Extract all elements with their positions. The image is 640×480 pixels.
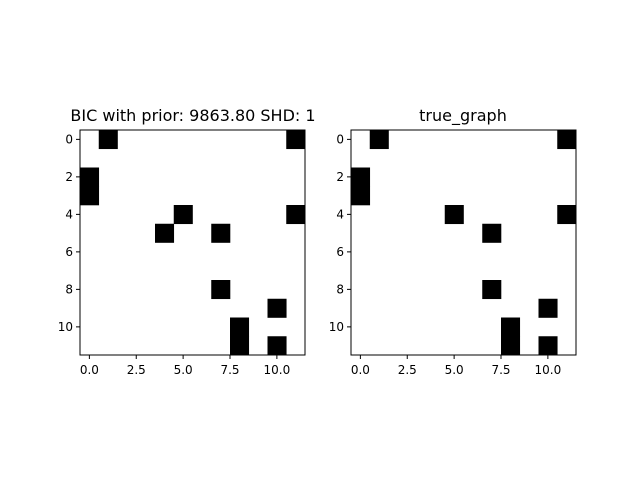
plot-right-x-tick-label: 7.5 <box>491 363 510 377</box>
plot-left-x-tick-label: 10.0 <box>264 363 291 377</box>
plot-right-x-tick-label: 0.0 <box>351 363 370 377</box>
plot-right-cell-8-7 <box>482 280 501 299</box>
plot-right-y-tick-label: 8 <box>336 282 344 296</box>
plot-right-x-tick-label: 5.0 <box>445 363 464 377</box>
plot-right-y-tick-label: 0 <box>336 132 344 146</box>
plot-left-cell-0-1 <box>99 130 118 149</box>
plot-left-x-tick-label: 2.5 <box>127 363 146 377</box>
plot-right-y-tick-label: 2 <box>336 170 344 184</box>
plot-left-y-tick-label: 4 <box>65 207 73 221</box>
plot-right-background <box>351 130 576 355</box>
plot-left-cell-2-0 <box>80 168 99 187</box>
plot-left-cell-10-8 <box>230 318 249 337</box>
plot-left-cell-5-7 <box>211 224 230 243</box>
plot-right-y-tick-label: 10 <box>329 320 344 334</box>
plot-right-y-axis: 0 2 4 6 8 10 <box>329 132 351 334</box>
plot-left-cell-11-8 <box>230 336 249 355</box>
plot-left-cell-0-11 <box>286 130 305 149</box>
plot-right-cell-9-10 <box>539 299 558 318</box>
plot-right-cell-3-0 <box>351 186 370 205</box>
plot-left-x-axis: 0.0 2.5 5.0 7.5 10.0 <box>80 355 290 377</box>
plot-left-cell-9-10 <box>268 299 287 318</box>
plot-right-cell-5-7 <box>482 224 501 243</box>
plot-left-cells <box>80 130 305 355</box>
plot-right-cell-11-10 <box>539 336 558 355</box>
plot-right-cell-0-1 <box>370 130 389 149</box>
plot-left-y-tick-label: 8 <box>65 282 73 296</box>
plot-left-title: BIC with prior: 9863.80 SHD: 1 <box>70 106 315 125</box>
plot-right-cells <box>351 130 576 355</box>
plot-left-x-tick-label: 0.0 <box>80 363 99 377</box>
plot-right-title: true_graph <box>419 106 507 126</box>
plot-left-cell-3-0 <box>80 186 99 205</box>
plot-left-y-tick-label: 0 <box>65 132 73 146</box>
plot-right-y-tick-label: 4 <box>336 207 344 221</box>
plot-right-x-axis: 0.0 2.5 5.0 7.5 10.0 <box>351 355 561 377</box>
plot-right-cell-4-5 <box>445 205 464 224</box>
plot-left-cell-11-10 <box>268 336 287 355</box>
plot-right: true_graph 0.0 2.5 5.0 7.5 10.0 0 2 4 6 8 10 <box>329 106 577 377</box>
plot-left-cell-4-5 <box>174 205 193 224</box>
plot-left-y-tick-label: 2 <box>65 170 73 184</box>
plot-right-cell-4-11 <box>557 205 576 224</box>
plot-right-cell-2-0 <box>351 168 370 187</box>
plot-left-y-tick-label: 6 <box>65 245 73 259</box>
plot-right-cell-0-11 <box>557 130 576 149</box>
plot-left-x-tick-label: 5.0 <box>174 363 193 377</box>
plot-left-y-tick-label: 10 <box>58 320 73 334</box>
plot-left-y-axis: 0 2 4 6 8 10 <box>58 132 80 334</box>
plot-left-background <box>80 130 305 355</box>
plot-left: BIC with prior: 9863.80 SHD: 1 0.0 2.5 5.0… <box>58 106 316 377</box>
plot-left-cell-8-7 <box>211 280 230 299</box>
plot-right-cell-10-8 <box>501 318 520 337</box>
plot-right-y-tick-label: 6 <box>336 245 344 259</box>
plot-right-x-tick-label: 2.5 <box>398 363 417 377</box>
plot-left-cell-5-4 <box>155 224 174 243</box>
plot-right-x-tick-label: 10.0 <box>535 363 562 377</box>
plot-right-cell-11-8 <box>501 336 520 355</box>
plot-left-x-tick-label: 7.5 <box>220 363 239 377</box>
plot-left-cell-4-11 <box>286 205 305 224</box>
